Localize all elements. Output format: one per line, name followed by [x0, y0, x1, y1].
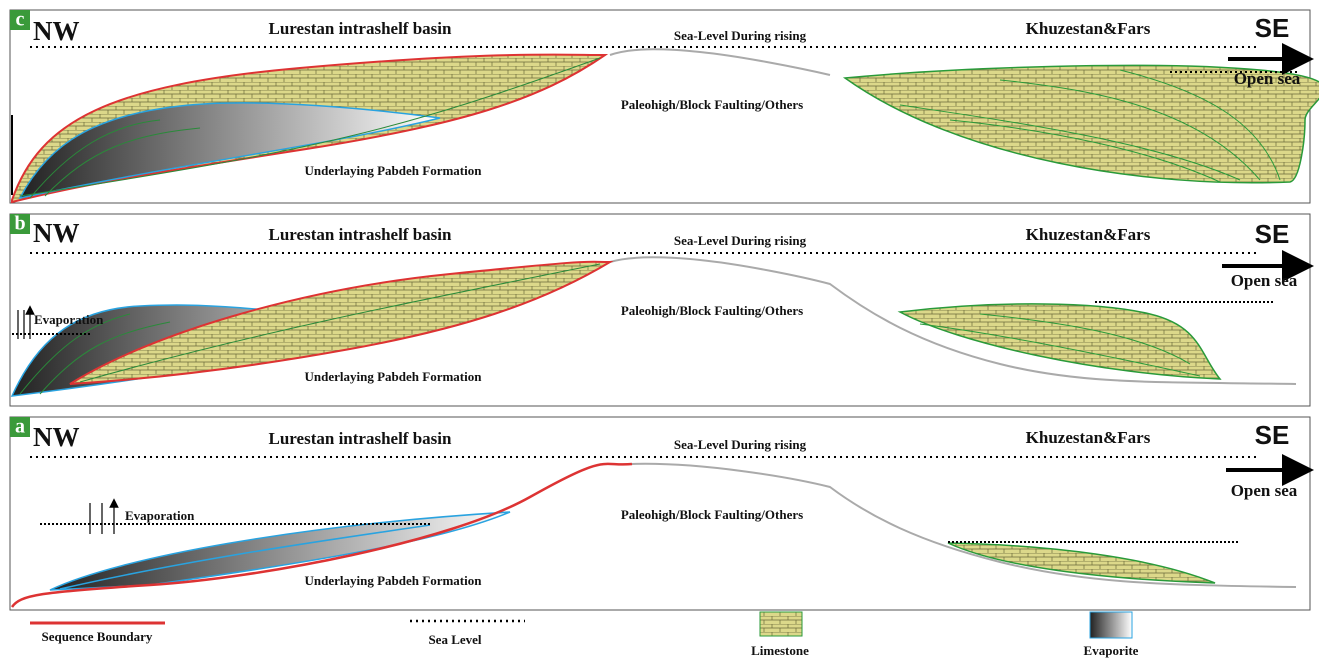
open-sea: Open sea — [1234, 69, 1301, 88]
limestone-body — [900, 304, 1220, 379]
paleohigh: Paleohigh/Block Faulting/Others — [621, 303, 803, 318]
paleohigh-profile — [632, 464, 1296, 587]
underlying: Underlaying Pabdeh Formation — [305, 573, 483, 588]
diagram: c NW Lurestan intrashelf basin Sea-Level… — [0, 0, 1319, 661]
legend-label: Evaporite — [1084, 643, 1139, 658]
region: Khuzestan&Fars — [1026, 19, 1151, 38]
paleohigh: Paleohigh/Block Faulting/Others — [621, 97, 803, 112]
evaporation: Evaporation — [34, 312, 104, 327]
sea-level-text: Sea-Level During rising — [674, 233, 807, 248]
open-sea: Open sea — [1231, 271, 1298, 290]
se: SE — [1255, 219, 1290, 249]
paleohigh: Paleohigh/Block Faulting/Others — [621, 507, 803, 522]
legend-swatch — [760, 612, 802, 636]
legend-label: Sea Level — [428, 632, 481, 647]
underlying: Underlaying Pabdeh Formation — [305, 163, 483, 178]
region: Khuzestan&Fars — [1026, 428, 1151, 447]
nw: NW — [33, 16, 80, 46]
se: SE — [1255, 420, 1290, 450]
legend-label: Limestone — [751, 643, 809, 658]
nw: NW — [33, 218, 80, 248]
basin: Lurestan intrashelf basin — [269, 429, 452, 448]
sea-level-text: Sea-Level During rising — [674, 437, 807, 452]
legend: Sequence Boundary Sea Level Limestone Ev… — [30, 612, 1139, 658]
evaporation: Evaporation — [125, 508, 195, 523]
basin: Lurestan intrashelf basin — [269, 19, 452, 38]
panel-letter: a — [15, 416, 25, 438]
legend-swatch — [1090, 612, 1132, 638]
region: Khuzestan&Fars — [1026, 225, 1151, 244]
open-sea: Open sea — [1231, 481, 1298, 500]
underlying: Underlaying Pabdeh Formation — [305, 369, 483, 384]
paleohigh-profile — [610, 49, 830, 75]
basin: Lurestan intrashelf basin — [269, 225, 452, 244]
evaporation-arrows — [90, 503, 114, 534]
panel-letter: b — [14, 213, 25, 235]
panel-letter: c — [16, 9, 25, 31]
legend-label: Sequence Boundary — [42, 629, 153, 644]
sea-level-text: Sea-Level During rising — [674, 28, 807, 43]
panel: b NW Lurestan intrashelf basin Sea-Level… — [10, 213, 1310, 406]
nw: NW — [33, 422, 80, 452]
panel: a NW Lurestan intrashelf basin Sea-Level… — [10, 416, 1310, 610]
panel: c NW Lurestan intrashelf basin Sea-Level… — [10, 9, 1319, 203]
se: SE — [1255, 13, 1290, 43]
